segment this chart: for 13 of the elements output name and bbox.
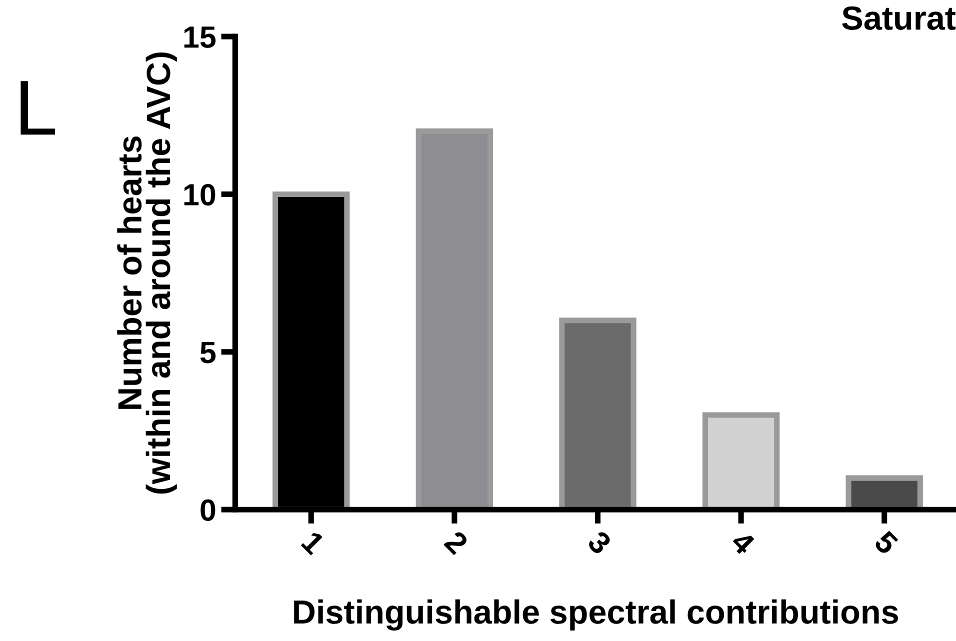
y-axis-title: Number of hearts (within and around the AVC) bbox=[117, 52, 177, 494]
x-tick-label: 3 bbox=[586, 529, 612, 556]
chart-title: Saturat bbox=[842, 6, 956, 30]
y-tick-label: 10 bbox=[184, 184, 216, 206]
x-tick-label: 2 bbox=[444, 530, 470, 556]
y-tick-label: 0 bbox=[200, 499, 216, 521]
text: L bbox=[20, 81, 56, 135]
y-tick-label: 15 bbox=[184, 26, 216, 48]
y-tick-label: 5 bbox=[200, 342, 216, 364]
x-tick-label: 4 bbox=[730, 529, 756, 556]
x-axis-title: Distinguishable spectral contributions bbox=[294, 599, 898, 631]
x-tick-label: 5 bbox=[873, 530, 900, 556]
x-tick-label: 1 bbox=[300, 530, 326, 556]
